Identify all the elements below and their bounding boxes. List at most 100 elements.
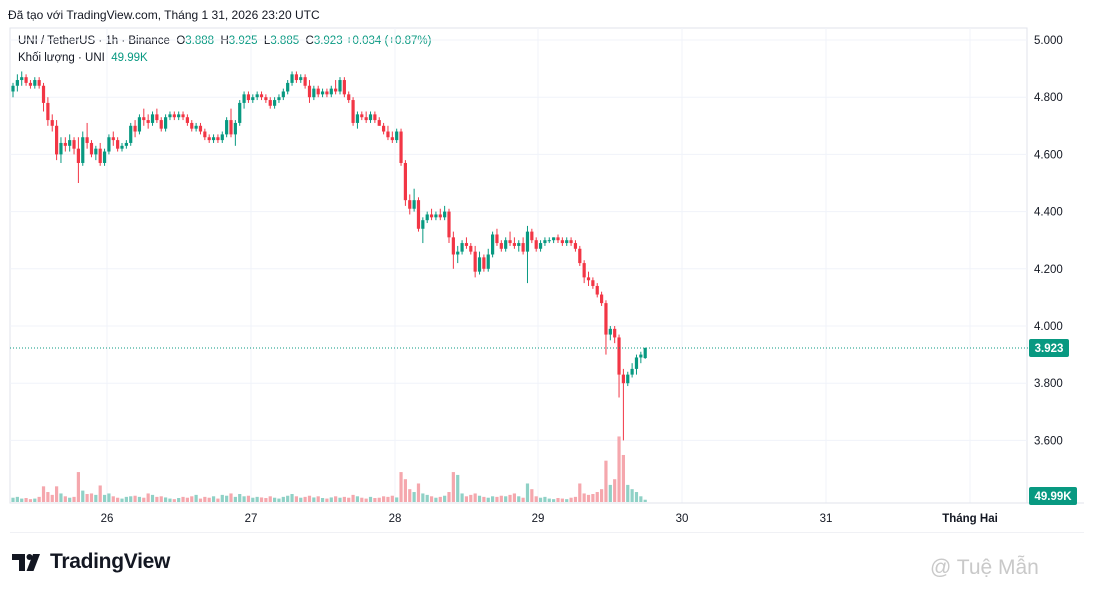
volume-bar (351, 494, 355, 502)
candle-body (390, 137, 394, 141)
volume-bar (24, 498, 28, 502)
candle-body (429, 214, 434, 218)
volume-bar (578, 483, 582, 502)
candle-body (133, 125, 137, 132)
volume-bar (334, 496, 338, 502)
y-tick-label: 4.600 (1034, 149, 1063, 161)
candle-body (613, 328, 617, 338)
volume-bar (495, 496, 499, 502)
candle-body (517, 243, 521, 246)
candle-body (364, 117, 368, 121)
volume-bar (582, 493, 586, 502)
volume-bar (20, 498, 24, 502)
candle-body (111, 137, 115, 141)
volume-bar (464, 496, 469, 502)
volume-bar (403, 479, 407, 502)
candle-body (33, 80, 37, 86)
volume-bar (477, 495, 482, 502)
volume-label[interactable]: Khối lượng · UNI (18, 52, 105, 64)
candle-body (255, 94, 259, 98)
candle-body (76, 148, 80, 163)
candle-body (473, 251, 477, 272)
candle-body (207, 137, 211, 141)
volume-bar (634, 492, 639, 502)
volume-bar (408, 489, 412, 502)
candle-body (242, 94, 246, 103)
candle-body (37, 80, 41, 86)
candle-body (386, 131, 390, 138)
volume-bar (150, 494, 155, 502)
volume-bar (552, 499, 556, 502)
candle-body (595, 285, 599, 295)
volume-bar (255, 496, 259, 502)
candle-body (499, 243, 503, 249)
volume-bar (76, 472, 80, 502)
volume-bar (364, 498, 368, 502)
candle-body (81, 137, 85, 163)
candle-body (251, 97, 255, 101)
volume-bar (342, 496, 346, 502)
candle-body (107, 137, 111, 152)
candle-body (233, 122, 237, 135)
volume-bar (320, 498, 325, 502)
candle-body (137, 117, 142, 132)
volume-bar (604, 460, 608, 502)
volume-tag-label: 49.99K (1034, 491, 1072, 503)
volume-bar (569, 497, 573, 502)
volume-bar (347, 497, 351, 502)
volume-bar (482, 496, 486, 502)
volume-bar (543, 496, 547, 502)
candle-body (338, 80, 342, 92)
candle-body (460, 243, 464, 252)
candle-body (85, 137, 89, 143)
candle-body (116, 140, 120, 149)
candle-body (307, 85, 312, 98)
symbol-label[interactable]: UNI / TetherUS · 1h · Binance (18, 35, 170, 47)
candle-body (578, 248, 582, 264)
volume-bar (621, 454, 625, 502)
volume-bar (198, 498, 203, 502)
candle-body (556, 237, 560, 241)
x-tick-label: 26 (101, 513, 114, 525)
candle-body (181, 114, 185, 118)
volume-bar (41, 486, 46, 502)
candle-body (560, 240, 564, 244)
volume-bar (508, 494, 512, 502)
candle-body (299, 77, 303, 81)
candle-body (591, 280, 595, 286)
volume-bar (220, 494, 224, 502)
volume-bar (456, 474, 460, 502)
candle-body (552, 237, 556, 241)
candle-body (512, 243, 516, 246)
volume-bar (338, 497, 342, 502)
volume-bar (277, 498, 281, 502)
volume-bar (473, 493, 477, 502)
volume-bar (438, 496, 442, 502)
volume-bar (382, 496, 386, 502)
volume-bar (595, 492, 599, 502)
candle-body (421, 220, 425, 229)
volume-bar (159, 496, 163, 502)
candle-body (290, 74, 294, 83)
volume-value: 49.99K (111, 52, 148, 64)
brand-name: TradingView (50, 550, 171, 573)
volume-bar (164, 497, 168, 502)
volume-bar (299, 497, 303, 502)
volume-bar (460, 493, 464, 502)
candle-body (643, 348, 647, 359)
candle-body (543, 240, 547, 244)
volume-bar (486, 497, 490, 502)
volume-bar (251, 497, 255, 502)
candle-body (124, 142, 128, 146)
candle-body (159, 120, 163, 129)
volume-bar (538, 497, 543, 502)
volume-bar (525, 483, 530, 502)
volume-bar (325, 498, 329, 502)
candle-body (573, 243, 578, 249)
y-tick-label: 4.000 (1034, 321, 1063, 333)
candle-body (412, 200, 416, 209)
tradingview-logo[interactable]: TradingView (12, 550, 170, 574)
y-tick-label: 3.600 (1034, 435, 1063, 447)
volume-bar (155, 496, 159, 502)
